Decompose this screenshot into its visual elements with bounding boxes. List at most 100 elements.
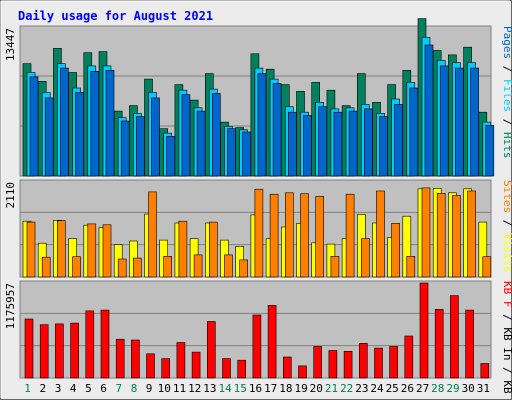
day-label-26: 26 xyxy=(401,382,414,395)
bar-kb-f-day-30: KB F 30: 840000 xyxy=(465,309,474,379)
legend-separator: / xyxy=(501,361,512,381)
bar-sites-day-10: Sites 10: 460 xyxy=(163,255,172,278)
bar-sites-day-6: Sites 6: 1160 xyxy=(102,224,112,278)
bar-kb-f-day-11: KB F 11: 440000 xyxy=(176,342,186,379)
bar-kb-f-day-31: KB F 31: 180000 xyxy=(480,363,490,379)
day-label-27: 27 xyxy=(416,382,429,395)
bar-kb-f-day-25: KB F 25: 390000 xyxy=(389,346,398,379)
legend-separator: / xyxy=(501,112,512,132)
bar-pages-day-5: Pages 5: 9500 xyxy=(90,71,100,177)
bar-pages-day-14: Pages 14: 4300 xyxy=(227,128,236,177)
bar-pages-day-6: Pages 6: 9600 xyxy=(105,70,115,177)
bar-pages-day-12: Pages 12: 5900 xyxy=(196,110,206,177)
bar-pages-day-7: Pages 7: 5000 xyxy=(120,120,130,177)
bar-sites-day-27: Sites 27: 1980 xyxy=(421,187,431,278)
bar-pages-day-19: Pages 19: 5500 xyxy=(303,115,312,177)
bar-kb-f-day-7: KB F 7: 480000 xyxy=(115,338,125,379)
day-label-28: 28 xyxy=(431,382,444,395)
bar-pages-day-26: Pages 26: 8000 xyxy=(409,87,419,177)
bar-sites-day-24: Sites 24: 1910 xyxy=(376,190,385,278)
day-label-30: 30 xyxy=(462,382,475,395)
bar-pages-day-4: Pages 4: 7600 xyxy=(75,92,84,177)
bar-sites-day-7: Sites 7: 400 xyxy=(117,258,127,278)
bar-kb-f-day-16: KB F 16: 780000 xyxy=(252,314,262,379)
bar-kb-f-day-10: KB F 10: 240000 xyxy=(161,358,170,379)
bar-kb-f-day-21: KB F 21: 340000 xyxy=(328,350,338,379)
legend-separator: / xyxy=(501,308,512,328)
day-label-22: 22 xyxy=(340,382,353,395)
bar-pages-day-10: Pages 10: 3600 xyxy=(166,136,175,177)
bar-sites-day-2: Sites 2: 440 xyxy=(41,256,51,278)
day-label-12: 12 xyxy=(188,382,201,395)
bar-kb-f-day-5: KB F 5: 830000 xyxy=(85,310,95,379)
legend-item-kb-f: KB F xyxy=(501,281,512,308)
day-label-13: 13 xyxy=(203,382,216,395)
bar-sites-day-28: Sites 28: 1860 xyxy=(436,193,446,278)
bar-sites-day-30: Sites 30: 1910 xyxy=(467,190,476,278)
bar-sites-day-31: Sites 31: 450 xyxy=(482,256,492,278)
bar-sites-day-18: Sites 18: 1870 xyxy=(284,192,294,278)
bar-kb-f-day-24: KB F 24: 370000 xyxy=(374,347,383,379)
bar-sites-day-16: Sites 16: 1950 xyxy=(254,188,264,278)
max-label-hits-files-pages: 13447 xyxy=(4,28,17,61)
bar-pages-day-1: Pages 1: 9000 xyxy=(29,76,39,177)
bar-pages-day-27: Pages 27: 11900 xyxy=(424,44,434,177)
bar-pages-day-24: Pages 24: 5400 xyxy=(379,116,388,177)
bar-kb-f-day-22: KB F 22: 330000 xyxy=(343,350,353,379)
legend-item-files: Files xyxy=(501,79,512,112)
bar-kb-f-day-15: KB F 15: 220000 xyxy=(237,359,246,379)
legend-hits-files-pages: Pages / Files / Hits xyxy=(501,26,512,159)
bar-pages-day-28: Pages 28: 10000 xyxy=(439,65,449,177)
day-label-25: 25 xyxy=(386,382,399,395)
bar-sites-day-13: Sites 13: 1220 xyxy=(209,221,218,278)
day-label-15: 15 xyxy=(234,382,247,395)
bar-pages-day-21: Pages 21: 5800 xyxy=(333,111,343,177)
day-label-6: 6 xyxy=(100,382,107,395)
legend-kb-in-out-f: KB F / KB In / KB Out xyxy=(501,281,512,400)
bar-pages-day-15: Pages 15: 4000 xyxy=(242,131,251,177)
day-label-10: 10 xyxy=(158,382,171,395)
day-label-29: 29 xyxy=(446,382,459,395)
bar-pages-day-30: Pages 30: 9800 xyxy=(470,67,479,177)
bar-pages-day-20: Pages 20: 6300 xyxy=(318,106,328,177)
max-label-visits-sites: 2110 xyxy=(4,182,17,209)
legend-item-kb-out: KB Out xyxy=(501,380,512,400)
bar-kb-f-day-14: KB F 14: 240000 xyxy=(222,358,231,379)
bar-pages-day-23: Pages 23: 6100 xyxy=(363,108,373,177)
day-label-1: 1 xyxy=(24,382,31,395)
bar-kb-f-day-27: KB F 27: 1175957 xyxy=(419,282,429,379)
bar-sites-day-5: Sites 5: 1180 xyxy=(87,223,97,278)
bar-sites-day-14: Sites 14: 490 xyxy=(224,254,233,278)
day-label-21: 21 xyxy=(325,382,338,395)
bar-kb-f-day-20: KB F 20: 390000 xyxy=(313,346,323,379)
bar-kb-f-day-6: KB F 6: 840000 xyxy=(100,309,110,379)
bar-kb-f-day-18: KB F 18: 260000 xyxy=(282,356,292,379)
bar-kb-f-day-9: KB F 9: 300000 xyxy=(146,353,155,379)
bar-kb-f-day-26: KB F 26: 520000 xyxy=(404,335,414,379)
day-label-7: 7 xyxy=(115,382,122,395)
bar-pages-day-8: Pages 8: 5400 xyxy=(136,116,145,177)
day-label-8: 8 xyxy=(131,382,138,395)
day-label-31: 31 xyxy=(477,382,490,395)
day-label-4: 4 xyxy=(70,382,77,395)
bar-sites-day-4: Sites 4: 450 xyxy=(72,256,81,278)
legend-visits-sites: Sites / Visits xyxy=(501,180,512,273)
day-label-5: 5 xyxy=(85,382,92,395)
legend-separator: / xyxy=(501,59,512,79)
max-label-kb-in-out-f: 1175957 xyxy=(4,283,17,329)
day-label-11: 11 xyxy=(173,382,186,395)
bar-kb-f-day-8: KB F 8: 470000 xyxy=(131,339,140,379)
day-label-16: 16 xyxy=(249,382,262,395)
bar-pages-day-2: Pages 2: 7100 xyxy=(44,97,54,177)
bar-kb-f-day-4: KB F 4: 680000 xyxy=(70,322,79,379)
bar-kb-f-day-29: KB F 29: 1020000 xyxy=(450,295,459,379)
bar-sites-day-23: Sites 23: 850 xyxy=(360,238,370,278)
bar-pages-day-17: Pages 17: 8400 xyxy=(272,83,282,177)
bar-kb-f-day-13: KB F 13: 700000 xyxy=(207,321,216,379)
bar-pages-day-25: Pages 25: 6500 xyxy=(394,104,403,177)
bar-sites-day-12: Sites 12: 490 xyxy=(193,254,203,278)
bar-pages-day-16: Pages 16: 9300 xyxy=(257,73,267,177)
bar-sites-day-22: Sites 22: 1840 xyxy=(345,193,355,278)
bar-sites-day-19: Sites 19: 1850 xyxy=(300,193,309,278)
